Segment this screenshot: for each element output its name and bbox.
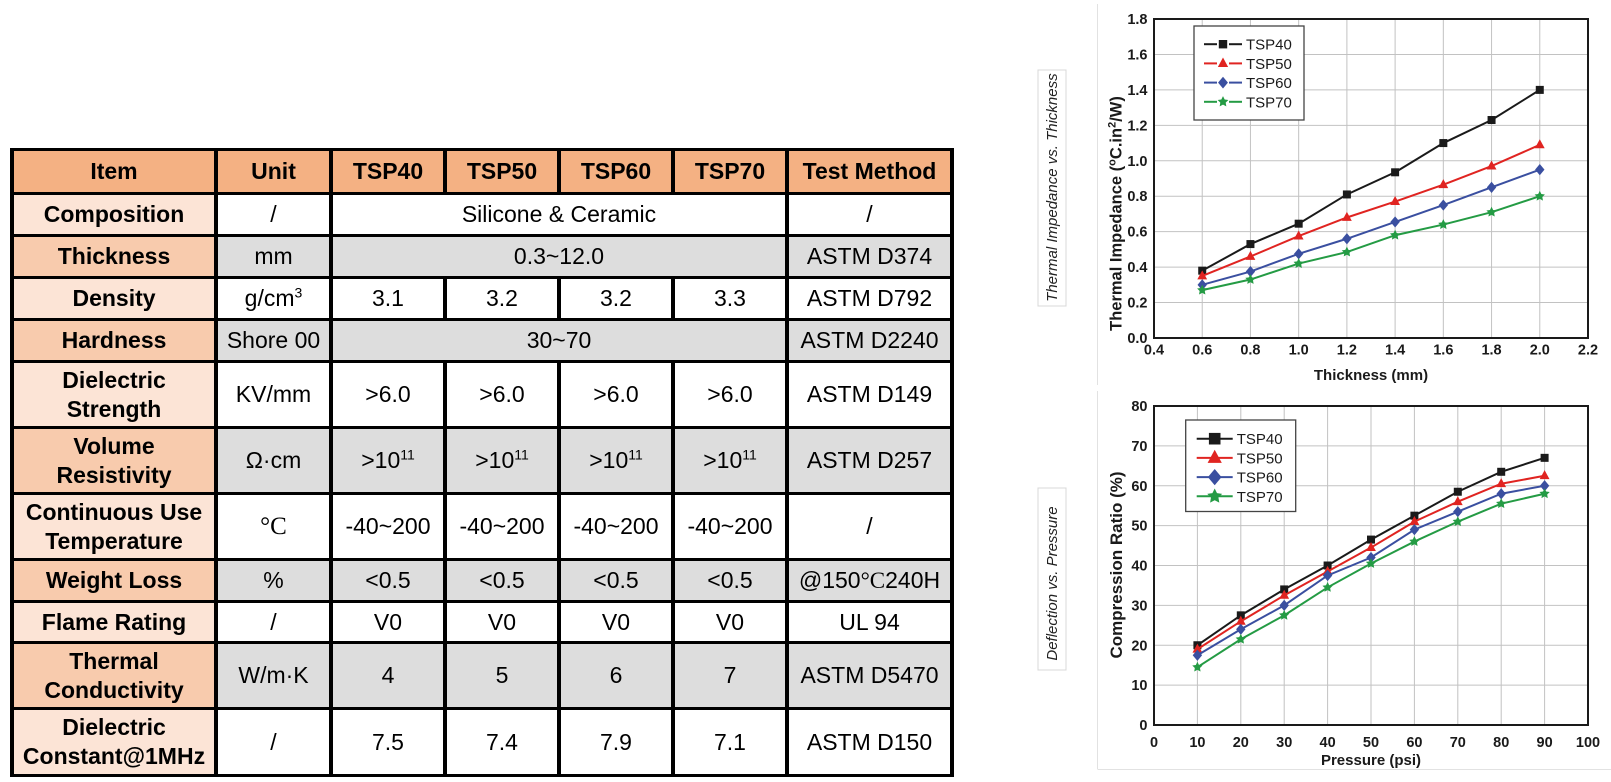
svg-text:60: 60 [1406, 735, 1422, 751]
svg-text:70: 70 [1450, 735, 1466, 751]
svg-text:1.6: 1.6 [1127, 47, 1147, 63]
svg-text:10: 10 [1131, 678, 1147, 694]
svg-text:1.0: 1.0 [1127, 154, 1147, 170]
svg-text:30: 30 [1276, 735, 1292, 751]
svg-text:1.0: 1.0 [1289, 343, 1309, 359]
svg-text:2.2: 2.2 [1578, 343, 1598, 359]
svg-text:TSP40: TSP40 [1237, 431, 1283, 448]
svg-text:0: 0 [1139, 718, 1147, 734]
svg-text:TSP70: TSP70 [1246, 94, 1292, 111]
svg-text:TSP60: TSP60 [1246, 75, 1292, 92]
svg-text:0.6: 0.6 [1127, 225, 1147, 241]
svg-text:TSP70: TSP70 [1237, 489, 1283, 506]
svg-text:0.6: 0.6 [1192, 343, 1212, 359]
svg-text:0.2: 0.2 [1127, 296, 1147, 312]
svg-text:90: 90 [1537, 735, 1553, 751]
svg-text:0.8: 0.8 [1127, 189, 1147, 205]
svg-text:1.8: 1.8 [1481, 343, 1501, 359]
svg-text:2.0: 2.0 [1530, 343, 1550, 359]
svg-text:50: 50 [1363, 735, 1379, 751]
svg-text:40: 40 [1320, 735, 1336, 751]
svg-text:Thermal Impedance vs. Thicknes: Thermal Impedance vs. Thickness [1044, 73, 1061, 302]
svg-text:1.8: 1.8 [1127, 12, 1147, 28]
svg-text:10: 10 [1189, 735, 1205, 751]
svg-text:1.4: 1.4 [1385, 343, 1405, 359]
svg-text:Deflection vs. Pressure: Deflection vs. Pressure [1044, 506, 1061, 660]
svg-text:60: 60 [1131, 479, 1147, 495]
svg-text:TSP40: TSP40 [1246, 37, 1292, 54]
svg-text:TSP50: TSP50 [1246, 56, 1292, 73]
svg-text:Compression Ratio (%): Compression Ratio (%) [1107, 471, 1126, 658]
svg-text:1.6: 1.6 [1433, 343, 1453, 359]
svg-text:80: 80 [1493, 735, 1509, 751]
svg-text:TSP50: TSP50 [1237, 450, 1283, 467]
svg-text:1.2: 1.2 [1127, 118, 1147, 134]
svg-text:30: 30 [1131, 598, 1147, 614]
svg-text:20: 20 [1233, 735, 1249, 751]
svg-text:80: 80 [1131, 399, 1147, 415]
svg-text:0.4: 0.4 [1127, 260, 1147, 276]
svg-text:1.4: 1.4 [1127, 83, 1147, 99]
svg-text:0.0: 0.0 [1127, 331, 1147, 347]
svg-text:100: 100 [1576, 735, 1600, 751]
svg-text:40: 40 [1131, 559, 1147, 575]
svg-text:50: 50 [1131, 519, 1147, 535]
svg-text:20: 20 [1131, 638, 1147, 654]
svg-text:70: 70 [1131, 439, 1147, 455]
svg-text:0.4: 0.4 [1144, 343, 1164, 359]
svg-text:Pressure (psi): Pressure (psi) [1321, 752, 1421, 769]
svg-text:Thickness (mm): Thickness (mm) [1314, 367, 1428, 384]
svg-text:0.8: 0.8 [1240, 343, 1260, 359]
svg-text:Thermal Impedance (oC.in2/W): Thermal Impedance (oC.in2/W) [1107, 96, 1126, 331]
svg-text:0: 0 [1150, 735, 1158, 751]
svg-text:1.2: 1.2 [1337, 343, 1357, 359]
svg-text:TSP60: TSP60 [1237, 470, 1283, 487]
